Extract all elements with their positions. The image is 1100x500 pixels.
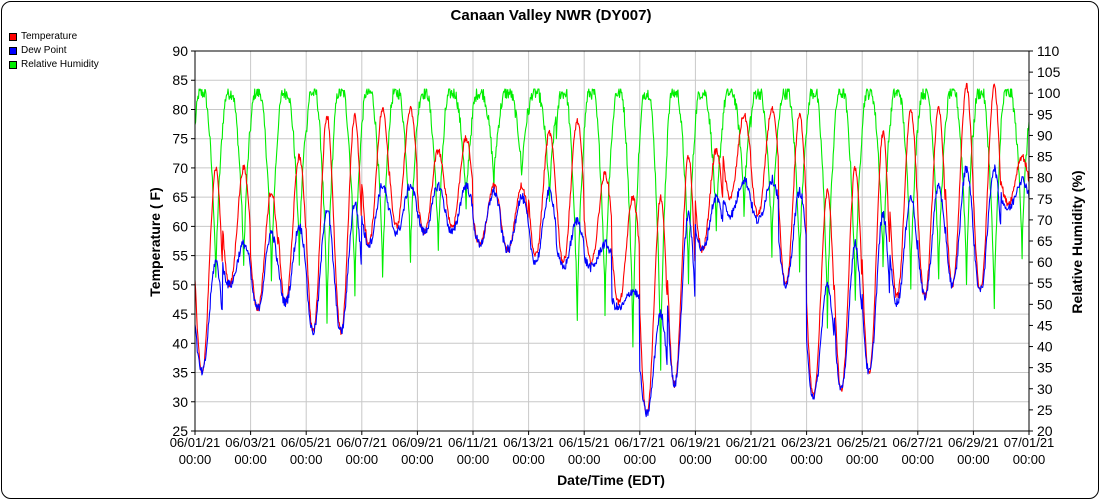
- legend-item-temperature: Temperature: [9, 30, 99, 44]
- y-right-tick-label: 105: [1037, 64, 1061, 80]
- y-right-tick-label: 45: [1037, 317, 1053, 333]
- x-tick-label-date: 06/29/21: [948, 435, 999, 450]
- y-left-tick-label: 30: [172, 394, 188, 410]
- x-tick-label-date: 06/03/21: [225, 435, 276, 450]
- legend-label-relative-humidity: Relative Humidity: [21, 59, 99, 70]
- y-right-tick-label: 40: [1037, 339, 1053, 355]
- x-tick-label-time: 00:00: [457, 452, 490, 467]
- x-tick-label-date: 06/23/21: [781, 435, 832, 450]
- y-right-tick-label: 75: [1037, 191, 1053, 207]
- x-tick-label-date: 06/19/21: [670, 435, 721, 450]
- x-tick-label-time: 00:00: [957, 452, 990, 467]
- y-right-tick-label: 85: [1037, 149, 1053, 165]
- y-left-tick-label: 45: [172, 306, 188, 322]
- chart-title: Canaan Valley NWR (DY007): [451, 7, 652, 24]
- legend-swatch-dew-point: [9, 47, 17, 55]
- y-left-tick-label: 25: [172, 423, 188, 439]
- y-right-tick-label: 95: [1037, 106, 1053, 122]
- x-tick-label-date: 06/13/21: [503, 435, 554, 450]
- plot-border: [194, 50, 1030, 432]
- x-tick-label-time: 00:00: [846, 452, 879, 467]
- x-tick-label-date: 06/01/21: [170, 435, 221, 450]
- x-axis-label: Date/Time (EDT): [557, 472, 665, 488]
- legend-swatch-temperature: [9, 33, 17, 41]
- y-right-tick-label: 80: [1037, 170, 1053, 186]
- x-tick-label-time: 00:00: [902, 452, 935, 467]
- y-left-tick-label: 80: [172, 101, 188, 117]
- x-tick-label-time: 00:00: [290, 452, 323, 467]
- y-left-tick-label: 50: [172, 277, 188, 293]
- y-right-tick-label: 30: [1037, 381, 1053, 397]
- x-tick-label-date: 06/25/21: [837, 435, 888, 450]
- x-tick-label-time: 00:00: [512, 452, 545, 467]
- y-left-tick-label: 60: [172, 218, 188, 234]
- legend-label-temperature: Temperature: [21, 31, 78, 42]
- y-axis-left-label: Temperature ( F): [147, 187, 163, 296]
- x-tick-label-time: 00:00: [346, 452, 379, 467]
- x-tick-label-date: 06/09/21: [392, 435, 443, 450]
- legend-item-dew-point: Dew Point: [9, 44, 99, 58]
- y-right-tick-label: 25: [1037, 402, 1053, 418]
- x-tick-label-time: 00:00: [790, 452, 823, 467]
- y-right-tick-label: 100: [1037, 85, 1061, 101]
- y-right-tick-label: 20: [1037, 423, 1053, 439]
- x-tick-label-time: 00:00: [179, 452, 212, 467]
- x-tick-label-time: 00:00: [234, 452, 267, 467]
- y-left-tick-label: 75: [172, 131, 188, 147]
- series-line-relative-humidity: [194, 88, 1030, 371]
- x-tick-label-date: 06/05/21: [281, 435, 332, 450]
- y-right-tick-label: 60: [1037, 254, 1053, 270]
- x-tick-label-time: 00:00: [401, 452, 434, 467]
- legend-label-dew-point: Dew Point: [21, 45, 67, 56]
- legend-item-relative-humidity: Relative Humidity: [9, 58, 99, 72]
- y-axis-right-label: Relative Humidity (%): [1069, 170, 1085, 313]
- y-right-tick-label: 70: [1037, 212, 1053, 228]
- legend: Temperature Dew Point Relative Humidity: [9, 30, 99, 72]
- series-group: [194, 82, 1030, 418]
- y-left-tick-label: 70: [172, 160, 188, 176]
- y-left-tick-label: 85: [172, 72, 188, 88]
- x-tick-label-date: 06/17/21: [614, 435, 665, 450]
- x-tick-label-date: 06/27/21: [892, 435, 943, 450]
- x-tick-label-time: 00:00: [568, 452, 601, 467]
- series-line-temperature: [194, 82, 1030, 416]
- x-tick-label-date: 06/15/21: [559, 435, 610, 450]
- series-line-dew-point: [194, 164, 1030, 418]
- y-left-tick-label: 35: [172, 365, 188, 381]
- x-tick-label-date: 06/21/21: [726, 435, 777, 450]
- y-right-tick-label: 35: [1037, 360, 1053, 376]
- y-right-tick-label: 65: [1037, 233, 1053, 249]
- y-right-tick-label: 90: [1037, 127, 1053, 143]
- y-left-tick-label: 65: [172, 189, 188, 205]
- y-right-tick-label: 50: [1037, 296, 1053, 312]
- x-tick-label-time: 00:00: [735, 452, 768, 467]
- y-right-tick-label: 110: [1037, 43, 1060, 59]
- y-left-tick-label: 55: [172, 248, 188, 264]
- x-tick-label-time: 00:00: [1013, 452, 1046, 467]
- axes: 25 30 35 40 45 50 55 60 65 70 75 80 85 90 20 25 30 35 40 45…: [170, 43, 1061, 467]
- x-tick-label-date: 06/11/21: [448, 435, 498, 450]
- y-right-tick-label: 55: [1037, 275, 1053, 291]
- y-left-tick-label: 40: [172, 335, 188, 351]
- y-left-tick-label: 90: [172, 43, 188, 59]
- x-tick-label-time: 00:00: [624, 452, 657, 467]
- x-tick-label-date: 06/07/21: [336, 435, 387, 450]
- x-tick-label-time: 00:00: [679, 452, 712, 467]
- legend-swatch-relative-humidity: [9, 61, 17, 69]
- x-tick-label-date: 07/01/21: [1004, 435, 1055, 450]
